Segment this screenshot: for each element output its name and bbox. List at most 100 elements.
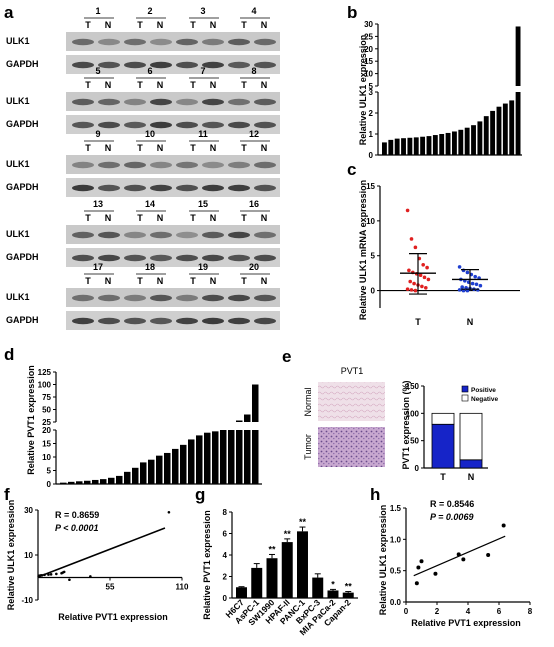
lane-label-t: T: [137, 276, 143, 286]
panel-e: PVT1 Normal Tumor PVT1 expression (%) 0 5…: [303, 366, 498, 482]
lane-label-t: T: [85, 213, 91, 223]
chart-b-bar: [490, 110, 496, 155]
blot-band-gapdh: [72, 61, 94, 69]
chart-d-bar: [172, 448, 179, 484]
chart-f-p: P < 0.0001: [55, 523, 98, 533]
chart-f-x-tick-label: 110: [176, 583, 189, 592]
chart-h-x-tick-label: 6: [497, 607, 502, 616]
chart-b-bar: [515, 92, 521, 155]
chart-g-bar: [312, 577, 324, 598]
sample-number: 6: [147, 66, 152, 76]
chart-g-bar: [297, 531, 308, 598]
chart-f-ylabel: Relative ULK1 expression: [6, 500, 16, 611]
chart-d-bar: [228, 430, 235, 484]
blot-band-gapdh: [254, 254, 276, 262]
blot-band-ulk1: [202, 38, 224, 46]
chart-c-point: [405, 208, 410, 213]
chart-c-point: [478, 283, 483, 288]
sample-number: 20: [249, 262, 259, 272]
chart-b-bar: [445, 132, 451, 155]
chart-g-significance: **: [268, 544, 276, 554]
chart-f-y-tick-label: 10: [24, 551, 33, 560]
blot-band-ulk1: [254, 98, 276, 106]
blot-band-ulk1: [150, 231, 172, 239]
chart-b-ylabel: Relative ULK1 expression: [358, 35, 368, 146]
chart-g-significance: **: [284, 529, 292, 539]
panel-letter-c: c: [347, 160, 356, 179]
blot-band-gapdh: [202, 61, 224, 69]
blot-band-ulk1: [228, 161, 250, 169]
lane-label-t: T: [241, 20, 247, 30]
chart-e-bar-segment: [431, 412, 455, 425]
blot-band-gapdh: [98, 254, 120, 262]
lane-label-t: T: [190, 20, 196, 30]
chart-d-bar: [220, 430, 227, 484]
chart-b-bar: [432, 135, 438, 155]
chart-b-bar: [401, 138, 406, 155]
blot-band-gapdh: [98, 121, 120, 129]
lane-label-t: T: [85, 80, 91, 90]
blot-band-ulk1: [176, 294, 198, 302]
blot-band-gapdh: [228, 184, 250, 192]
blot-band-gapdh: [202, 317, 224, 325]
blot-label-ulk1: ULK1: [6, 292, 30, 302]
chart-c-point: [470, 281, 475, 286]
chart-g-significance: **: [299, 517, 307, 527]
blot-band-ulk1: [98, 98, 120, 106]
chart-b-lower-tick-label: 1: [369, 130, 374, 139]
chart-c-point: [409, 237, 414, 241]
chart-h-p: P = 0.0069: [430, 512, 473, 522]
chart-h-x-tick-label: 8: [528, 607, 533, 616]
chart-c-point: [460, 285, 465, 289]
lane-label-n: N: [261, 20, 268, 30]
chart-f-xlabel: Relative PVT1 expression: [58, 612, 168, 622]
chart-g-tick-label: 8: [223, 508, 228, 517]
chart-e-bar-segment: [459, 459, 483, 469]
sample-number: 18: [145, 262, 155, 272]
blot-strip-ulk1: [66, 225, 280, 244]
lane-label-t: T: [137, 143, 143, 153]
blot-band-ulk1: [176, 161, 198, 169]
chart-b-bar: [452, 131, 457, 155]
chart-d-upper-tick-label: 100: [38, 381, 52, 390]
blot-band-ulk1: [150, 98, 172, 106]
chart-c-ylabel: Relative ULK1 mRNA expression: [358, 180, 368, 320]
blot-band-gapdh: [98, 317, 120, 325]
lane-label-n: N: [157, 80, 164, 90]
chart-e-tick-label: 150: [406, 382, 420, 391]
blot-band-ulk1: [150, 38, 172, 46]
chart-e-bar-segment: [431, 423, 455, 469]
blot-band-ulk1: [254, 231, 276, 239]
lane-label-n: N: [105, 80, 112, 90]
chart-h-y-tick-label: 1.0: [390, 535, 402, 544]
chart-b-lower-tick-label: 2: [369, 109, 374, 118]
chart-b-bar: [477, 121, 483, 155]
chart-b-lower-tick-label: 3: [369, 88, 374, 97]
ihc-title: PVT1: [341, 366, 364, 376]
blot-band-ulk1: [98, 294, 120, 302]
sample-number: 9: [95, 129, 100, 139]
blot-label-gapdh: GAPDH: [6, 315, 39, 325]
chart-b-bar: [426, 136, 432, 155]
chart-h: Relative ULK1 expression Relative PVT1 e…: [378, 499, 533, 628]
chart-d-bar: [204, 432, 211, 484]
chart-b-bar-upper: [515, 26, 521, 86]
chart-g-bar: [266, 558, 278, 598]
ihc-normal-image: [318, 382, 385, 421]
lane-label-t: T: [85, 276, 91, 286]
chart-e-category: N: [468, 472, 475, 482]
chart-f-point: [89, 575, 92, 578]
blot-band-gapdh: [72, 254, 94, 262]
blot-strip-gapdh: [66, 178, 280, 197]
blot-band-ulk1: [150, 161, 172, 169]
chart-d-lower-tick-label: 10: [42, 453, 51, 462]
blot-band-ulk1: [202, 294, 224, 302]
chart-g-bar: [251, 567, 263, 598]
blot-band-gapdh: [98, 184, 120, 192]
lane-label-n: N: [157, 276, 164, 286]
chart-f: Relative ULK1 expression Relative PVT1 e…: [6, 500, 189, 622]
lane-label-t: T: [85, 143, 91, 153]
chart-e-tick-label: 0: [415, 464, 420, 473]
ihc-tumor-image: [318, 427, 385, 467]
